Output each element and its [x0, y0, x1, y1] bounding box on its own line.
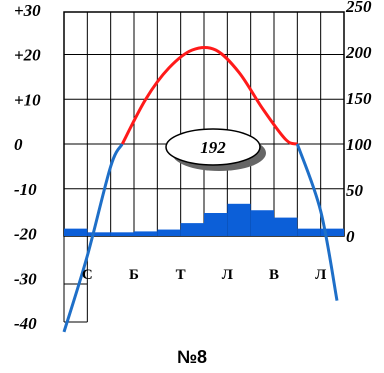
annotation-value: 192 [200, 138, 226, 157]
precipitation-bar [157, 229, 181, 236]
precipitation-bar [204, 213, 228, 236]
left-axis-tick-label: +10 [14, 90, 41, 109]
right-axis-tick-label: 250 [345, 0, 372, 16]
precipitation-bar [320, 228, 344, 236]
left-axis-tick-label: 0 [14, 135, 23, 154]
temperature-curve-winter-fall [295, 143, 339, 301]
month-label: Т [176, 267, 186, 283]
left-axis-tick-label: -10 [14, 180, 37, 199]
annotation-ellipse: 192 [165, 128, 266, 171]
right-axis-tick-label: 0 [346, 227, 355, 246]
right-axis-tick-label: 200 [345, 43, 372, 62]
temperature-curve-winter-rise [62, 143, 124, 333]
precipitation-bar [180, 223, 204, 236]
precipitation-bar [297, 228, 321, 236]
precipitation-bar [250, 210, 274, 236]
left-axis-tick-label: +30 [14, 1, 41, 20]
month-label: Л [222, 267, 233, 283]
right-axis-tick-label: 150 [346, 89, 372, 108]
month-label: В [269, 267, 279, 283]
precipitation-bar [134, 231, 158, 236]
right-axis-tick-label: 100 [346, 135, 372, 154]
precipitation-bars [64, 203, 344, 236]
month-label: С [82, 267, 93, 283]
temperature-curve-summer [120, 45, 298, 146]
left-axis-tick-label: +20 [14, 46, 41, 65]
right-axis-tick-label: 50 [346, 181, 364, 200]
precipitation-bar [227, 203, 251, 236]
chart-title: №8 [177, 347, 207, 367]
left-axis-tick-label: -30 [14, 269, 37, 288]
precipitation-bar [274, 217, 298, 236]
left-axis-tick-label: -20 [14, 225, 37, 244]
month-label: Б [129, 267, 139, 283]
precipitation-bar [64, 228, 88, 236]
temperature-curve [62, 45, 339, 333]
month-label: Л [315, 267, 326, 283]
axis-labels: +30 +20 +10 0 -10 -20 -30 -40 250 200 150 100 50 0 С Б Т… [14, 0, 372, 333]
precipitation-bar [110, 232, 134, 236]
precipitation-bar [87, 232, 111, 236]
left-axis-tick-label: -40 [14, 314, 37, 333]
